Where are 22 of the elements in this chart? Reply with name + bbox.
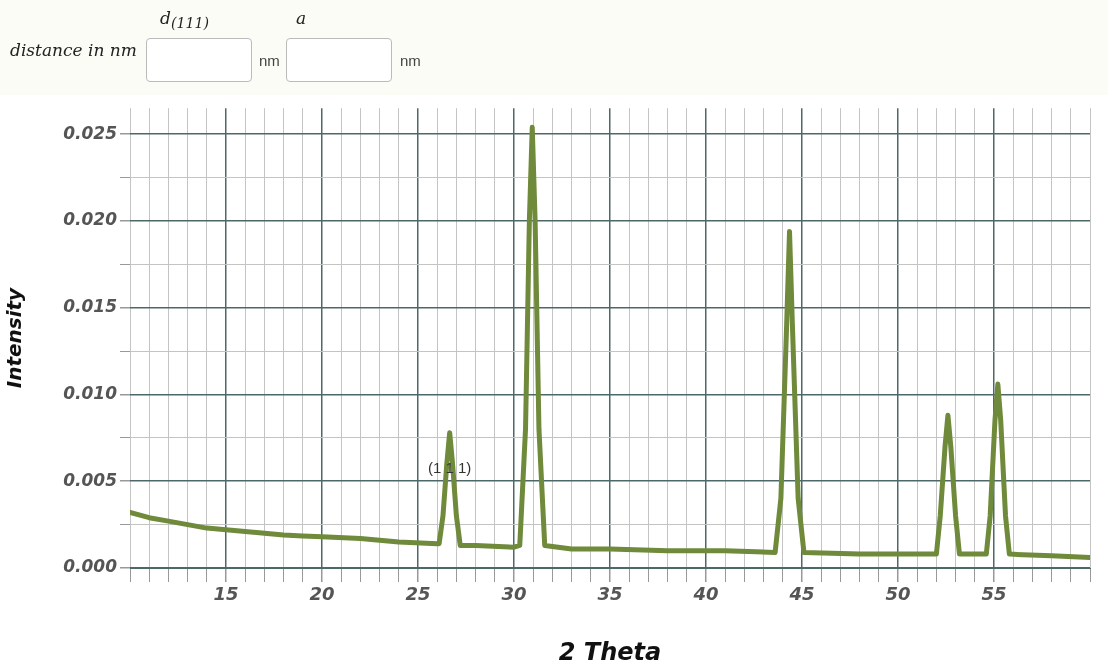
x-tick-label: 25	[405, 583, 431, 605]
text: d$_{(111)}$	[160, 8, 209, 32]
y-axis-title: Intensity	[2, 286, 27, 389]
x-tick-label: 20	[309, 583, 335, 605]
text: nm	[400, 52, 421, 69]
text: distance in nm	[10, 40, 137, 60]
y-tick-label: 0.020	[63, 209, 118, 230]
text: nm	[259, 52, 280, 69]
text: a	[296, 8, 307, 28]
x-tick-label: 40	[692, 583, 719, 605]
x-tick-label: 30	[501, 583, 527, 605]
x-tick-label: 55	[981, 583, 1007, 605]
y-tick-label: 0.025	[63, 122, 117, 143]
x-tick-label: 50	[885, 583, 911, 605]
y-tick-label: 0.005	[63, 469, 117, 490]
x-tick-label: 15	[213, 583, 239, 605]
y-tick-label: 0.010	[63, 382, 118, 403]
x-tick-label: 45	[788, 583, 815, 605]
x-tick-label: 35	[597, 583, 623, 605]
y-tick-label: 0.000	[63, 556, 118, 577]
y-tick-label: 0.015	[63, 296, 117, 317]
x-axis-title: 2 Theta	[558, 637, 662, 666]
